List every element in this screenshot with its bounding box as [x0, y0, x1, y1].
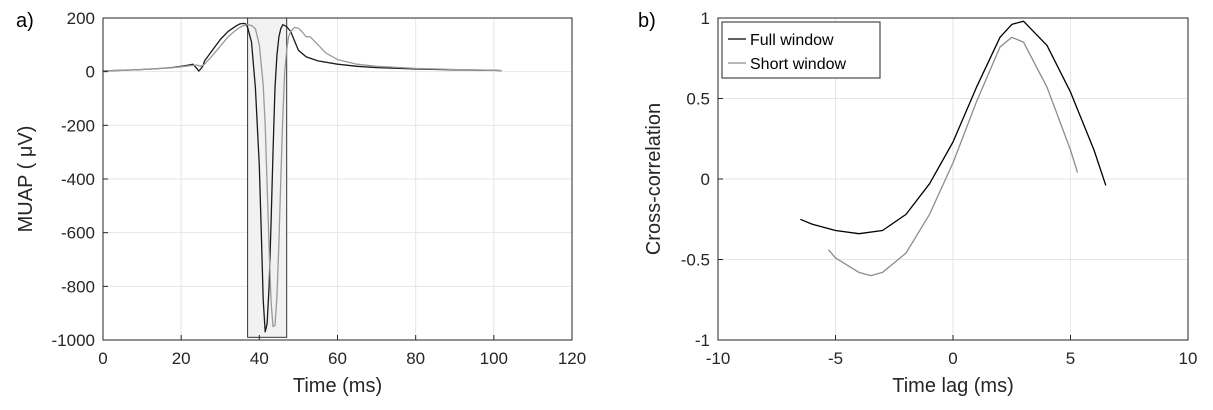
y-tick-label: 0	[86, 63, 95, 82]
x-tick-label: 100	[480, 349, 508, 368]
x-tick-label: -10	[706, 349, 731, 368]
x-tick-label: 0	[98, 349, 107, 368]
series-line-dark	[102, 22, 502, 333]
y-tick-label: -200	[61, 116, 95, 135]
y-tick-label: -1	[695, 331, 710, 350]
x-tick-label: 40	[250, 349, 269, 368]
x-tick-label: 20	[172, 349, 191, 368]
y-tick-label: -400	[61, 170, 95, 189]
y-tick-label: -1000	[52, 331, 95, 350]
y-tick-label: 0	[701, 170, 710, 189]
panel-label: a)	[16, 10, 34, 32]
y-tick-label: 200	[67, 9, 95, 28]
series-line-light	[102, 24, 502, 328]
x-tick-label: 10	[1179, 349, 1198, 368]
x-tick-label: 120	[558, 349, 586, 368]
y-axis-label: MUAP ( μV)	[15, 126, 37, 233]
x-tick-label: 60	[328, 349, 347, 368]
x-tick-label: 0	[948, 349, 957, 368]
series-line-full-window	[800, 20, 1107, 235]
series-line-short-window	[828, 36, 1079, 277]
y-tick-label: 1	[701, 9, 710, 28]
y-tick-label: 0.5	[686, 90, 710, 109]
y-tick-label: -600	[61, 224, 95, 243]
legend-box	[721, 21, 881, 79]
y-tick-label: -800	[61, 277, 95, 296]
panel-label: b)	[638, 10, 656, 32]
x-axis-label: Time lag (ms)	[892, 375, 1013, 397]
y-tick-label: -0.5	[681, 251, 710, 270]
x-tick-label: 5	[1066, 349, 1075, 368]
x-axis-label: Time (ms)	[293, 375, 382, 397]
x-tick-label: 80	[406, 349, 425, 368]
x-tick-label: -5	[828, 349, 843, 368]
y-axis-label: Cross-correlation	[643, 103, 665, 255]
legend-entry: Short window	[750, 56, 846, 73]
legend-entry: Full window	[750, 32, 834, 49]
